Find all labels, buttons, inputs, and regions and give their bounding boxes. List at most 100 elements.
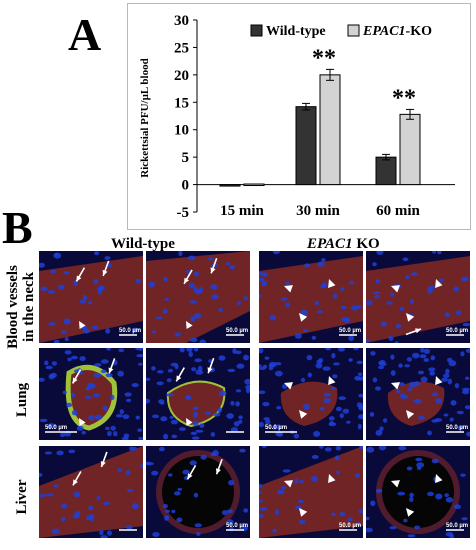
micrograph-image: 50.0 µm — [366, 446, 468, 538]
nucleus — [261, 280, 267, 287]
nucleus — [423, 348, 430, 354]
nucleus — [299, 480, 304, 484]
nucleus — [388, 335, 394, 341]
nucleus — [311, 455, 319, 459]
nucleus — [39, 418, 48, 423]
nucleus — [375, 488, 383, 493]
nucleus — [84, 395, 92, 399]
nucleus — [136, 354, 143, 358]
tissue-region — [259, 446, 363, 538]
arrowhead-marker — [186, 321, 193, 329]
nucleus — [383, 418, 388, 423]
nucleus — [335, 446, 342, 451]
nucleus — [151, 330, 157, 334]
scale-bar-label: 50.0 µm — [339, 523, 361, 529]
nucleus — [244, 378, 250, 385]
scale-bar-label: 50.0 µm — [265, 425, 287, 431]
nucleus — [268, 366, 274, 371]
arrowhead-marker — [328, 279, 336, 288]
nucleus — [443, 373, 450, 378]
nucleus — [200, 454, 207, 460]
nucleus — [235, 389, 242, 393]
nucleus — [178, 427, 186, 431]
nucleus — [322, 366, 331, 371]
nucleus — [379, 362, 387, 367]
nucleus — [105, 328, 111, 334]
nucleus — [170, 419, 178, 425]
nucleus — [395, 323, 402, 329]
nucleus — [40, 286, 48, 292]
nucleus — [61, 516, 66, 522]
nucleus — [218, 307, 224, 312]
micrograph-neck-wild-type-1: 50.0 µm — [39, 251, 143, 343]
nucleus — [79, 356, 86, 362]
nucleus — [324, 447, 332, 452]
nucleus — [389, 526, 397, 530]
nucleus — [386, 301, 393, 305]
nucleus — [420, 348, 425, 353]
nucleus — [129, 446, 134, 451]
legend-label: EPAC1-KO — [362, 24, 432, 39]
nucleus — [192, 420, 199, 427]
nucleus — [338, 348, 345, 352]
nucleus — [102, 405, 108, 411]
nucleus — [64, 350, 72, 355]
nucleus — [294, 333, 302, 339]
nucleus — [70, 392, 76, 398]
nucleus — [123, 433, 130, 439]
nucleus — [332, 374, 338, 379]
arrowhead-marker — [435, 474, 443, 483]
nucleus — [390, 370, 396, 376]
nucleus — [135, 278, 142, 284]
nucleus — [102, 501, 111, 505]
micrograph-neck-wild-type-2: 50.0 µm — [146, 251, 250, 343]
nucleus — [329, 421, 334, 426]
nucleus — [333, 362, 340, 366]
nucleus — [357, 414, 363, 420]
nucleus — [406, 466, 413, 471]
nucleus — [274, 362, 282, 366]
nucleus — [74, 369, 79, 373]
nucleus — [262, 446, 267, 448]
nucleus — [53, 484, 59, 488]
nucleus — [113, 431, 118, 437]
nucleus — [366, 339, 370, 343]
nucleus — [313, 430, 321, 437]
nucleus — [435, 493, 443, 500]
nucleus — [356, 522, 361, 526]
arrowhead-marker — [207, 367, 213, 374]
nucleus — [375, 386, 381, 391]
nucleus — [79, 299, 86, 304]
nucleus — [347, 517, 353, 522]
nucleus — [300, 309, 308, 316]
scale-bar-label: 50.0 µm — [226, 328, 248, 334]
nucleus — [356, 305, 362, 309]
nucleus — [358, 509, 363, 514]
nucleus — [97, 288, 103, 295]
nucleus — [59, 432, 66, 437]
row-label-blood-vessels-line2: in the neck — [20, 272, 37, 343]
nucleus — [319, 406, 325, 411]
nucleus — [427, 287, 433, 294]
nucleus — [378, 446, 387, 451]
nucleus — [171, 434, 178, 439]
nucleus — [328, 416, 335, 421]
nucleus — [427, 430, 432, 436]
nucleus — [342, 408, 350, 414]
legend-swatch — [250, 24, 263, 37]
row-label-blood-vessels-line1: Blood vessels — [5, 265, 21, 349]
y-tick-label: 10 — [174, 123, 189, 139]
nucleus — [44, 360, 49, 366]
nucleus — [182, 469, 190, 475]
nucleus — [86, 382, 93, 389]
nucleus — [336, 470, 341, 475]
arrowhead-marker — [406, 313, 415, 322]
nucleus — [314, 301, 320, 306]
nucleus — [105, 426, 110, 431]
nucleus — [138, 348, 143, 351]
nucleus — [359, 446, 363, 450]
nucleus — [420, 376, 428, 383]
nucleus — [366, 300, 373, 306]
nucleus — [453, 504, 461, 509]
nucleus — [356, 360, 363, 365]
